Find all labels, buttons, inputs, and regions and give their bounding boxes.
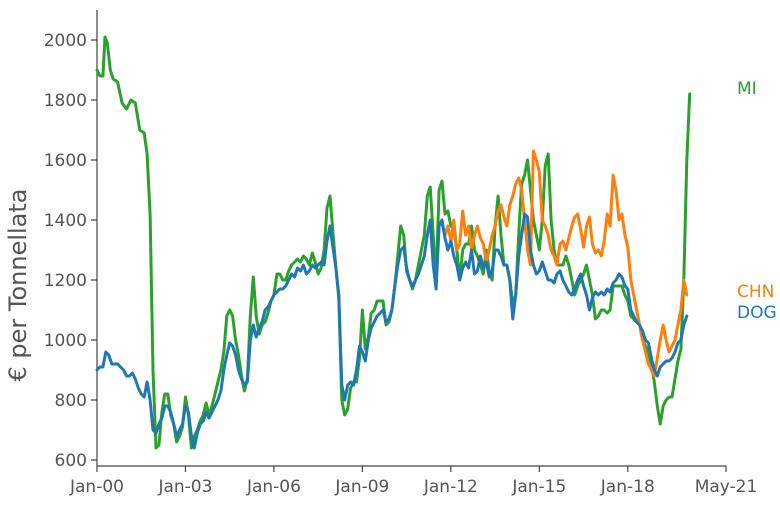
y-tick-label: 800 <box>55 391 87 411</box>
series-label-dog: DOG <box>737 303 777 323</box>
x-tick-label: Jan-12 <box>423 477 478 497</box>
y-tick-label: 2000 <box>44 31 87 51</box>
series-lines <box>95 35 692 450</box>
x-tick-label: Jan-15 <box>511 477 566 497</box>
x-tick-label: Jan-18 <box>600 477 655 497</box>
y-tick-label: 600 <box>55 451 87 471</box>
series-line-dog <box>95 212 689 450</box>
y-tick-label: 1800 <box>44 91 87 111</box>
y-tick-label: 1000 <box>44 331 87 351</box>
y-tick-label: 1600 <box>44 151 87 171</box>
axes: 600 800 1000 1200 1400 1600 1800 2000 Jan-00 Jan-… <box>44 10 758 497</box>
y-tick-label: 1200 <box>44 271 87 291</box>
series-line-mi <box>95 35 692 450</box>
series-label-chn: CHN <box>737 282 774 302</box>
x-tick-label: Jan-03 <box>157 477 212 497</box>
y-axis-title: € per Tonnellata <box>4 188 32 381</box>
x-tick-label: Jan-09 <box>334 477 389 497</box>
series-line-chn <box>440 149 689 378</box>
x-tick-label: May-21 <box>695 477 758 497</box>
y-tick-label: 1400 <box>44 211 87 231</box>
series-label-mi: MI <box>737 79 757 99</box>
x-tick-label: Jan-00 <box>69 477 124 497</box>
x-tick-label: Jan-06 <box>246 477 301 497</box>
